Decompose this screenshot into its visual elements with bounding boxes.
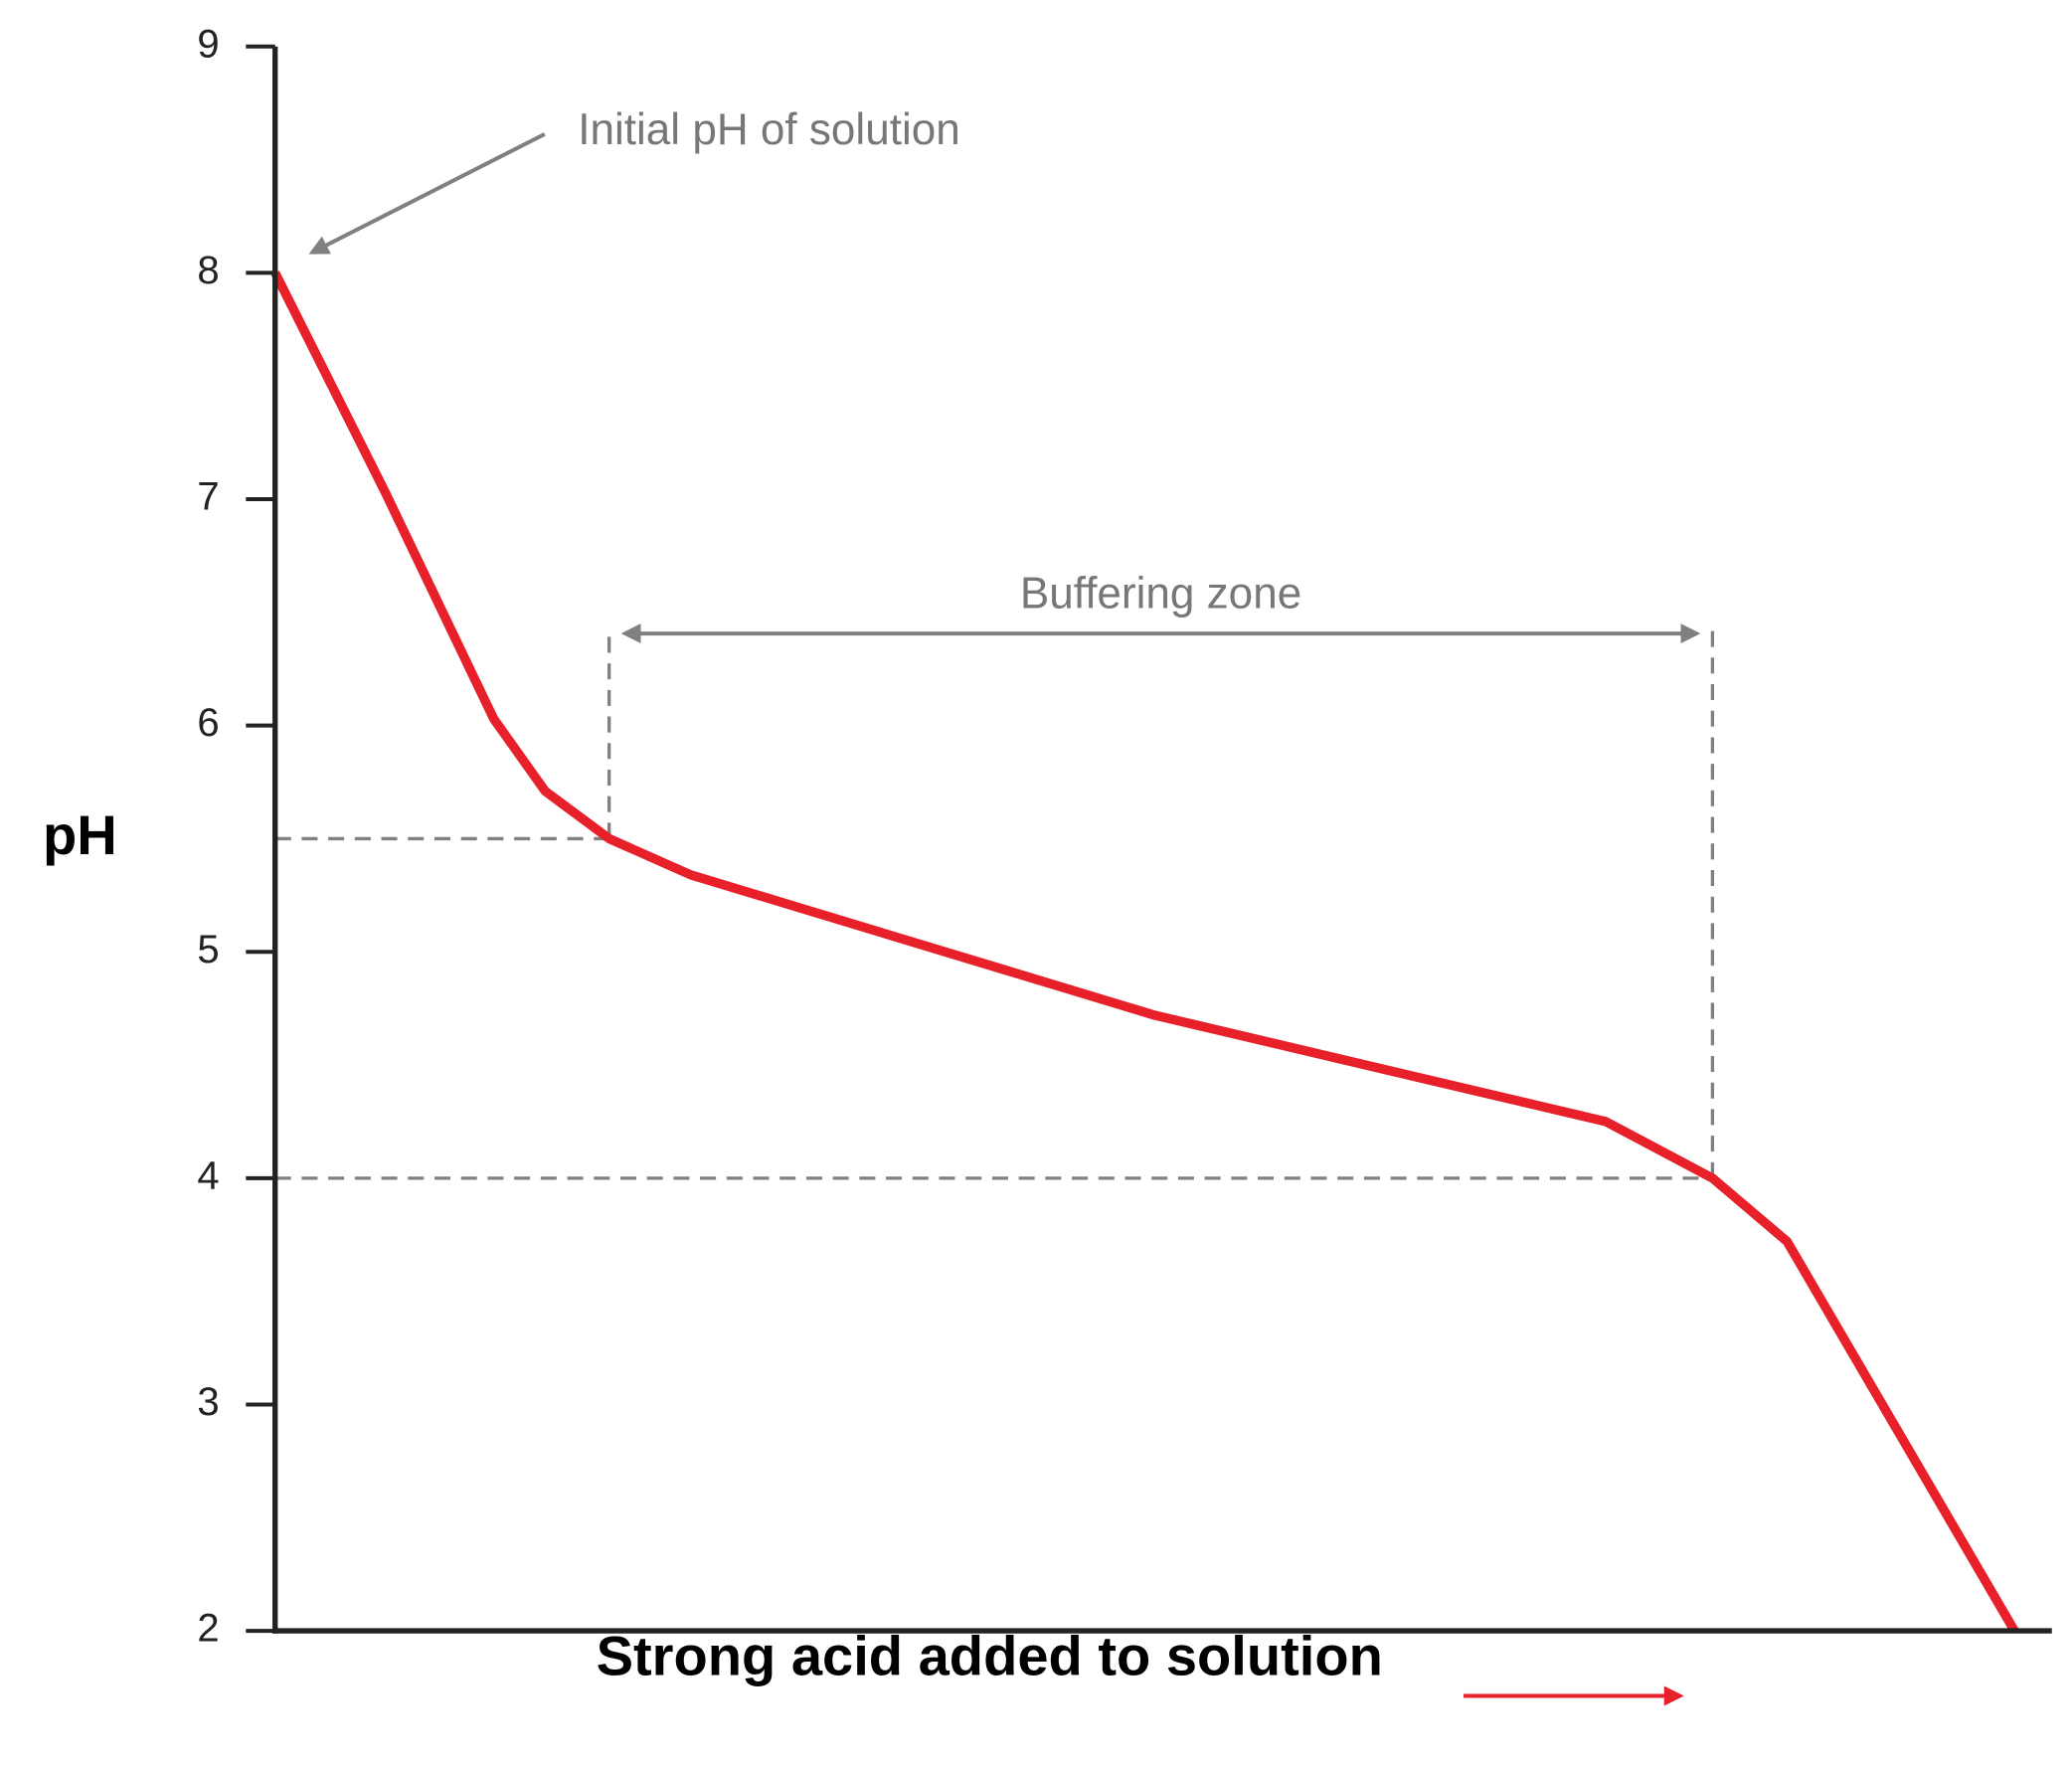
y-tick-label: 3 [197,1380,219,1424]
y-tick-label: 5 [197,928,219,971]
initial-arrow [308,132,546,255]
y-tick-label: 4 [197,1153,219,1197]
data-line [270,270,2019,1634]
buffer-note: Buffering zone [1020,569,1301,618]
y-tick-label: 6 [197,701,219,745]
y-tick-label: 2 [197,1607,219,1651]
y-axis-title: pH [43,803,117,866]
y-tick-label: 8 [197,249,219,292]
x-axis-title: Strong acid added to solution [597,1624,1383,1686]
initial-note: Initial pH of solution [578,105,960,154]
y-tick-label: 7 [197,475,219,519]
y-tick-label: 9 [197,22,219,66]
